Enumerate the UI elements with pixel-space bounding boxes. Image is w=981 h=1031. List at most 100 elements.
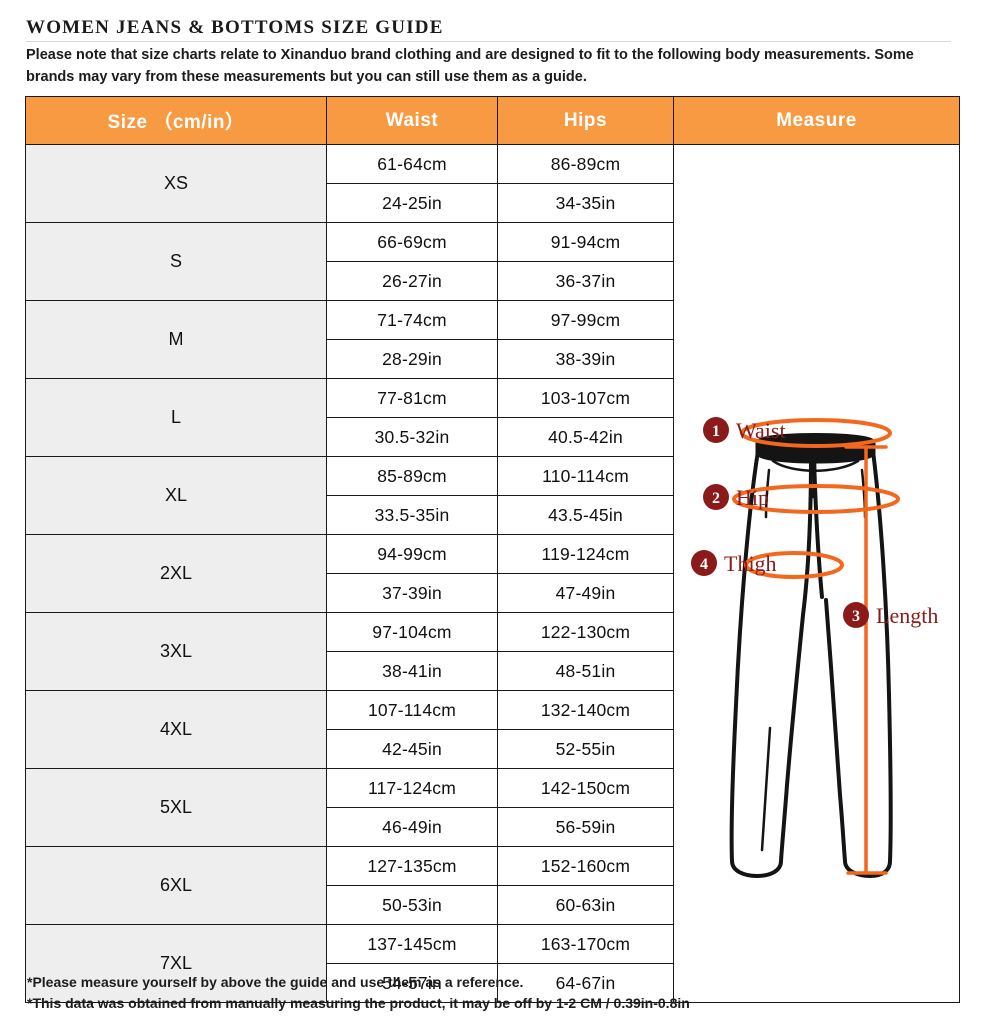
waist-cm-value: 94-99cm bbox=[326, 534, 498, 574]
hips-cm-value: 110-114cm bbox=[497, 456, 674, 496]
table-row: 37-39in 47-49in bbox=[26, 573, 960, 613]
size-label: 2XL bbox=[25, 534, 327, 613]
waist-in-value: 24-25in bbox=[326, 183, 498, 223]
table-row: XS 61-64cm 86-89cm bbox=[25, 144, 960, 1003]
hips-cm-value: 103-107cm bbox=[497, 378, 674, 418]
waist-cm-value: 137-145cm bbox=[326, 924, 498, 964]
hips-in-value: 52-55in bbox=[497, 729, 674, 769]
table-row: 4XL 107-114cm 132-140cm bbox=[25, 690, 960, 769]
table-row: 28-29in 38-39in bbox=[26, 339, 960, 379]
size-label: M bbox=[25, 300, 327, 379]
column-header-hips: Hips bbox=[497, 96, 674, 145]
size-label: S bbox=[25, 222, 327, 301]
table-row: 54-57in 64-67in bbox=[26, 963, 960, 1003]
waist-in-value: 38-41in bbox=[326, 651, 498, 691]
thigh-measure-ellipse bbox=[744, 551, 844, 579]
table-row: 7XL 137-145cm 163-170cm bbox=[25, 924, 960, 1003]
column-header-size: Size （cm/in） bbox=[25, 96, 327, 145]
measure-diagram-cell: 1 Waist 2 Hip bbox=[673, 144, 960, 1003]
column-header-waist: Waist bbox=[326, 96, 498, 145]
hips-cm-value: 91-94cm bbox=[497, 222, 674, 262]
hips-cm-value: 142-150cm bbox=[497, 768, 674, 808]
label-thigh: 4 Thigh bbox=[691, 550, 777, 576]
table-row: 26-27in 36-37in bbox=[26, 261, 960, 301]
table-row: 2XL 94-99cm 119-124cm bbox=[25, 534, 960, 613]
waist-in-value: 42-45in bbox=[326, 729, 498, 769]
table-row: M 71-74cm 97-99cm bbox=[25, 300, 960, 379]
hips-cm-value: 122-130cm bbox=[497, 612, 674, 652]
table-header-row: Size （cm/in） Waist Hips Measure bbox=[25, 96, 960, 145]
hips-cm-value: 152-160cm bbox=[497, 846, 674, 886]
waist-in-value: 50-53in bbox=[326, 885, 498, 925]
table-header: Size （cm/in） Waist Hips Measure bbox=[25, 96, 960, 145]
table-row: S 66-69cm 91-94cm bbox=[25, 222, 960, 301]
table-body: XS 61-64cm 86-89cm bbox=[25, 144, 960, 1003]
size-label: XS bbox=[25, 144, 327, 223]
size-label: 4XL bbox=[25, 690, 327, 769]
footnote-measure-reference: *Please measure yourself by above the gu… bbox=[27, 974, 524, 990]
hips-in-value: 56-59in bbox=[497, 807, 674, 847]
waist-cm-value: 127-135cm bbox=[326, 846, 498, 886]
label-length: 3 Length bbox=[843, 602, 938, 628]
waist-cm-value: 61-64cm bbox=[326, 144, 498, 184]
label-waist: 1 Waist bbox=[703, 417, 786, 443]
table-row: 33.5-35in 43.5-45in bbox=[26, 495, 960, 535]
hips-in-value: 64-67in bbox=[497, 963, 674, 1003]
footnote-tolerance: *This data was obtained from manually me… bbox=[27, 995, 690, 1011]
hips-in-value: 36-37in bbox=[497, 261, 674, 301]
label-thigh-number: 4 bbox=[700, 556, 708, 573]
hips-in-value: 48-51in bbox=[497, 651, 674, 691]
label-hip: 2 Hip bbox=[703, 484, 769, 510]
length-measure-line bbox=[844, 445, 888, 875]
hips-cm-value: 163-170cm bbox=[497, 924, 674, 964]
table-row: L 77-81cm 103-107cm bbox=[25, 378, 960, 457]
title-divider bbox=[26, 41, 951, 42]
size-chart-table: Size （cm/in） Waist Hips Measure XS 61-64… bbox=[25, 96, 960, 1003]
waist-cm-value: 107-114cm bbox=[326, 690, 498, 730]
waist-cm-value: 85-89cm bbox=[326, 456, 498, 496]
label-hip-number: 2 bbox=[712, 490, 720, 507]
table-row: 24-25in 34-35in bbox=[26, 183, 960, 223]
hips-in-value: 34-35in bbox=[497, 183, 674, 223]
waist-in-value: 33.5-35in bbox=[326, 495, 498, 535]
hips-in-value: 47-49in bbox=[497, 573, 674, 613]
waist-cm-value: 97-104cm bbox=[326, 612, 498, 652]
hips-cm-value: 132-140cm bbox=[497, 690, 674, 730]
size-label: 7XL bbox=[25, 924, 327, 1003]
table-row: XL 85-89cm 110-114cm bbox=[25, 456, 960, 535]
waist-in-value: 30.5-32in bbox=[326, 417, 498, 457]
table-row: 30.5-32in 40.5-42in bbox=[26, 417, 960, 457]
table-row: 50-53in 60-63in bbox=[26, 885, 960, 925]
waist-in-value: 46-49in bbox=[326, 807, 498, 847]
size-label: 6XL bbox=[25, 846, 327, 925]
table-row: 38-41in 48-51in bbox=[26, 651, 960, 691]
waist-cm-value: 77-81cm bbox=[326, 378, 498, 418]
waist-in-value: 37-39in bbox=[326, 573, 498, 613]
hips-in-value: 40.5-42in bbox=[497, 417, 674, 457]
hip-measure-ellipse bbox=[732, 484, 900, 514]
hips-cm-value: 97-99cm bbox=[497, 300, 674, 340]
size-label: 3XL bbox=[25, 612, 327, 691]
table-row: 6XL 127-135cm 152-160cm bbox=[25, 846, 960, 925]
waist-cm-value: 66-69cm bbox=[326, 222, 498, 262]
waist-in-value: 28-29in bbox=[326, 339, 498, 379]
hips-in-value: 60-63in bbox=[497, 885, 674, 925]
waist-cm-value: 71-74cm bbox=[326, 300, 498, 340]
size-label: XL bbox=[25, 456, 327, 535]
waist-in-value: 26-27in bbox=[326, 261, 498, 301]
size-label: 5XL bbox=[25, 768, 327, 847]
page-title: WOMEN JEANS & BOTTOMS SIZE GUIDE bbox=[26, 17, 444, 38]
footnotes: *Please measure yourself by above the gu… bbox=[27, 972, 927, 1014]
label-length-number: 3 bbox=[852, 608, 860, 625]
table-row: 46-49in 56-59in bbox=[26, 807, 960, 847]
label-hip-text: Hip bbox=[736, 485, 769, 510]
column-header-measure: Measure bbox=[673, 96, 960, 145]
table-row: 3XL 97-104cm 122-130cm bbox=[25, 612, 960, 691]
waist-measure-ellipse bbox=[740, 418, 892, 448]
waist-in-value: 54-57in bbox=[326, 963, 498, 1003]
label-waist-text: Waist bbox=[736, 418, 786, 443]
hips-in-value: 38-39in bbox=[497, 339, 674, 379]
measure-diagram: 1 Waist 2 Hip bbox=[674, 145, 959, 878]
hips-in-value: 43.5-45in bbox=[497, 495, 674, 535]
